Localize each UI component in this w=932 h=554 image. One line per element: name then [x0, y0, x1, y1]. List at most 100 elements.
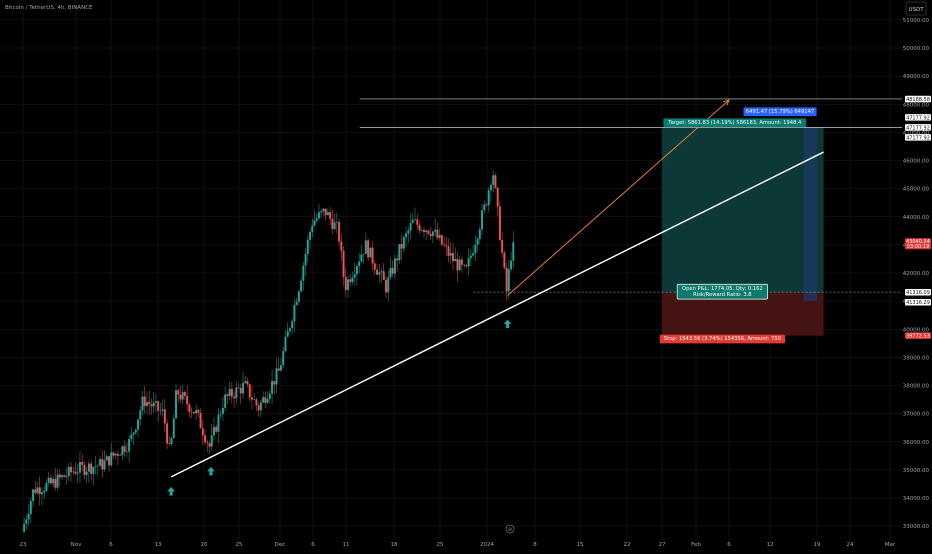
candle-body [197, 409, 200, 413]
candle-body [469, 255, 472, 258]
candle-body [103, 460, 106, 470]
candle-body [400, 244, 403, 249]
y-tick-label: 51000.00 [903, 18, 930, 24]
y-tick-label: 35000.00 [903, 468, 930, 474]
candle-body [275, 368, 278, 385]
candle-body [85, 471, 88, 475]
candle-body [210, 435, 213, 447]
price-tag-stop: 39772.53 [905, 332, 931, 340]
price-tag-47177-c-box [905, 134, 931, 141]
position-labels[interactable]: Target: 5861.83 (14.19%) 586183, Amount:… [659, 107, 817, 344]
candle-body [208, 443, 211, 447]
price-tag-47177-a-box [905, 114, 931, 121]
candle-body [304, 253, 307, 266]
candle-body [244, 381, 247, 383]
candle-body [280, 365, 282, 371]
candle-body [501, 239, 504, 253]
candle-body [454, 258, 457, 262]
target-label-text: Target: 5861.83 (14.19%) 586183, Amount:… [667, 120, 802, 126]
candle-body [170, 438, 173, 445]
candle-body [45, 482, 48, 491]
price-axis[interactable]: 51000.00 50000.00 49000.00 48000.00 47000.00… [902, 0, 932, 550]
candle-body [177, 390, 180, 395]
candle-body [259, 402, 262, 411]
candle-body [239, 388, 242, 394]
candle-body [431, 231, 434, 237]
candle-body [125, 451, 128, 453]
candle-body [291, 321, 294, 329]
candle-body [445, 245, 448, 247]
candle-body [360, 254, 363, 262]
x-tick-label: 25 [437, 542, 444, 548]
candle-body [116, 453, 119, 456]
candle-body [188, 404, 191, 412]
position-zones[interactable] [662, 127, 824, 336]
arrows[interactable] [167, 319, 512, 496]
drawn-lines[interactable] [170, 99, 824, 478]
candle-body [49, 477, 52, 484]
candle-body [318, 212, 320, 219]
candle-body [38, 487, 41, 495]
candle-body [242, 382, 244, 394]
y-tick-label: 37000.00 [903, 412, 930, 418]
candle-body [248, 384, 251, 398]
target-zone [662, 127, 824, 293]
stop-label: Stop: 1543.56 (3.74%) 154356, Amount: 75… [659, 334, 786, 344]
candle-body [460, 259, 463, 265]
y-tick-label: 42000.00 [903, 271, 930, 277]
candle-body [472, 253, 475, 256]
candle-body [206, 442, 209, 444]
candle-body [494, 175, 497, 188]
price-tag-current-box [905, 238, 931, 250]
time-axis[interactable]: 23 Nov 6 13 20 25 Dec 6 11 18 25 2024 8 15 22 27 Feb 6 12 1… [20, 542, 896, 548]
candle-body [313, 220, 316, 226]
currency-badge[interactable]: USDT [905, 1, 927, 16]
candle-body [476, 238, 479, 245]
x-tick-label: 6 [109, 542, 113, 548]
time-axis-badge[interactable]: ⊘ [505, 524, 515, 534]
x-tick-label: 13 [155, 542, 162, 548]
candle-body [166, 423, 169, 444]
candle-body [221, 407, 224, 414]
candle-body [391, 268, 394, 274]
y-tick-label: 40000.00 [903, 327, 930, 333]
candle-body [416, 219, 419, 225]
candle-body [134, 429, 137, 433]
x-tick-label: 19 [814, 542, 821, 548]
candle-body [402, 237, 405, 249]
candle-body [186, 395, 189, 405]
candle-body [503, 252, 506, 268]
candle-body [219, 413, 222, 415]
x-tick-label: Feb [691, 542, 701, 548]
candle-body [96, 465, 99, 467]
candle-body [512, 242, 515, 261]
candle-body [322, 208, 325, 212]
candle-body [72, 471, 75, 473]
price-tag-41316-b-box [905, 298, 931, 306]
up-arrow-icon [207, 466, 215, 476]
y-tick-label: 44000.00 [903, 215, 930, 221]
candle-body [340, 241, 343, 251]
candle-body [268, 393, 271, 399]
candle-body [458, 259, 461, 271]
candle-body [355, 266, 358, 275]
horizontal-levels[interactable] [359, 98, 902, 293]
candle-body [271, 381, 274, 394]
candle-body [235, 387, 238, 399]
candle-body [443, 244, 446, 246]
candle-body [128, 439, 131, 452]
candle-body [505, 267, 508, 292]
price-tag-41316-b-label: 41316.29 [906, 300, 930, 306]
candle-body [297, 291, 300, 302]
candle-body [282, 350, 285, 366]
y-tick-label: 48000.00 [903, 102, 930, 108]
price-tags: 48188.58 47177.92 47177.92 47177.92 43040.54… [905, 95, 931, 340]
candle-body [152, 402, 155, 407]
candle-body [179, 394, 182, 400]
candle-body [41, 492, 43, 495]
open-pnl-label: Open P&L: 1774.05, Qty: 0.162Risk/Reward… [676, 283, 768, 300]
candle-body [262, 397, 265, 403]
